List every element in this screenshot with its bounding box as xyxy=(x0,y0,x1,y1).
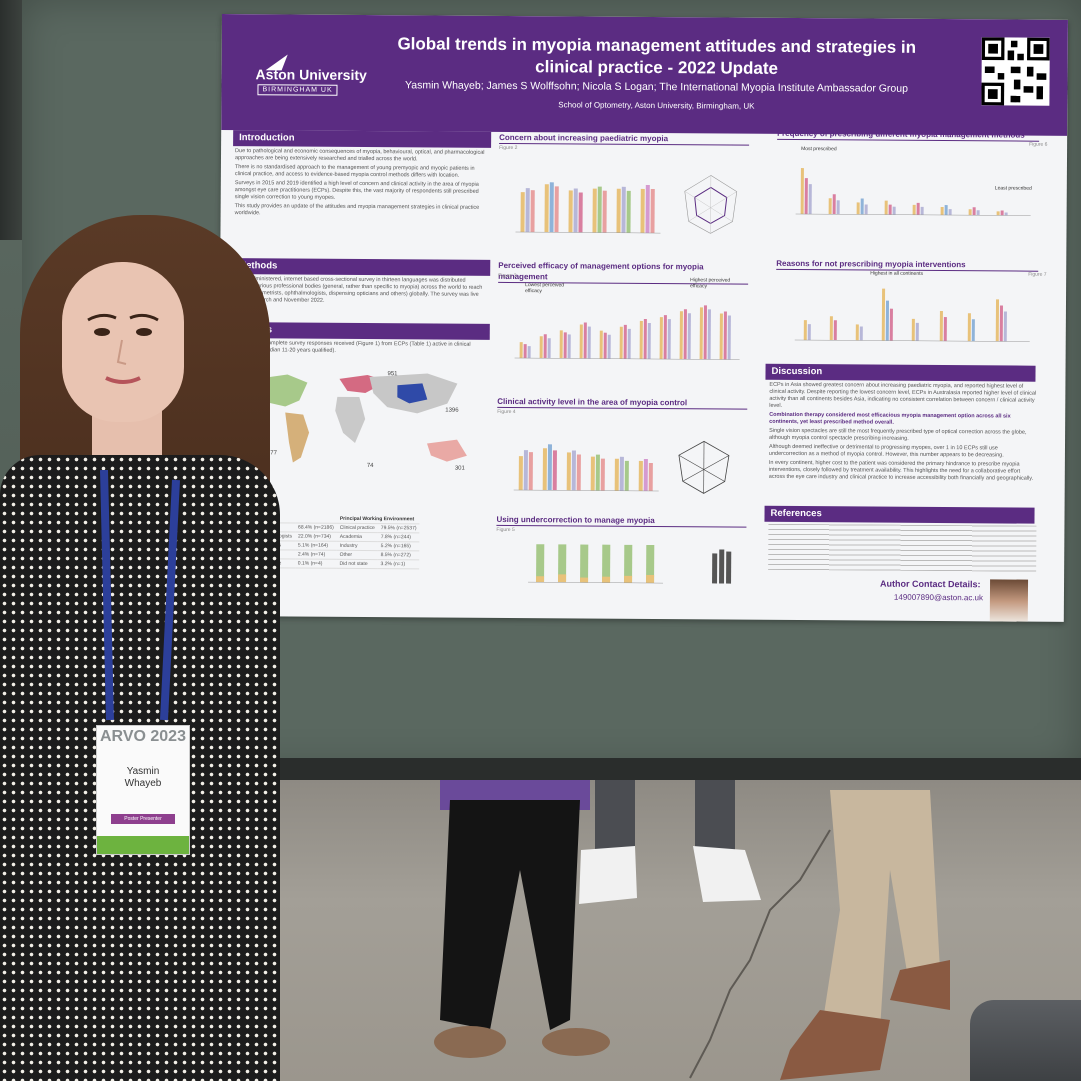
map-count-label: 951 xyxy=(387,371,398,377)
poster-board-frame xyxy=(250,758,1081,784)
table-cell: Did not state xyxy=(336,559,378,569)
bar-group xyxy=(520,182,655,234)
intro-bullet: This study provides an update of the att… xyxy=(234,203,480,217)
radar-chart xyxy=(678,440,730,494)
lowest-efficacy-label: Lowest perceived efficacy xyxy=(525,282,565,295)
discussion-bullet: Single vision spectacles are still the m… xyxy=(769,427,1027,442)
badge-last-name: Whayeb xyxy=(124,778,162,789)
table-cell: 0.1% (n=4) xyxy=(294,559,337,569)
table-cell: 2.4% (n=74) xyxy=(294,550,337,560)
author-photo xyxy=(989,579,1029,622)
name-badge: ARVO 2023 Yasmin Whayeb Poster Presenter xyxy=(96,725,190,855)
discussion-bullet: Although deemed ineffective or detriment… xyxy=(768,443,1004,459)
background-person-black-pants xyxy=(434,780,610,1058)
poster-title: Global trends in myopia management attit… xyxy=(397,34,917,78)
subsection-frequency: Frequency of prescribing different myopi… xyxy=(777,127,1040,142)
radar-chart xyxy=(684,175,738,234)
figure-label: Figure 4 xyxy=(497,408,516,416)
section-references: References xyxy=(764,505,1035,524)
lanyard xyxy=(100,470,180,721)
efficacy-chart xyxy=(514,305,740,360)
figure-label: Figure 7 xyxy=(1028,271,1047,278)
table-cell: 8.5% (n=272) xyxy=(377,550,420,560)
qr-code-icon xyxy=(981,37,1050,106)
references-list xyxy=(768,523,1037,572)
map-count-label: 301 xyxy=(455,466,466,472)
section-introduction: Introduction xyxy=(233,130,492,148)
figure-label: Figure 5 xyxy=(496,526,515,534)
subsection-concern: Concern about increasing paediatric myop… xyxy=(499,131,750,146)
table-cell: 22.0% (n=734) xyxy=(294,532,337,542)
badge-footer-stripe xyxy=(97,836,189,854)
background-bag xyxy=(970,1000,1081,1081)
research-poster: Aston University BIRMINGHAM UK Global tr… xyxy=(217,14,1068,622)
concern-chart xyxy=(515,175,738,234)
methods-text: A self-administered, internet based cros… xyxy=(233,276,483,304)
frequency-chart xyxy=(795,168,1031,216)
background-person-khaki-pants xyxy=(780,790,950,1080)
table-cell: 5.1% (n=164) xyxy=(294,541,337,551)
map-count-label: 74 xyxy=(367,463,374,469)
aston-logo-icon xyxy=(265,54,288,71)
intro-bullet: There is no standardised approach to the… xyxy=(234,164,475,179)
badge-name: Yasmin Whayeb xyxy=(97,766,189,790)
discussion-text: ECPs in Asia showed greatest concern abo… xyxy=(769,382,1038,485)
discussion-bullet: Combination therapy considered most effi… xyxy=(769,411,1011,426)
presenter-face xyxy=(62,262,184,422)
table-cell: 79.5% (n=2537) xyxy=(377,523,420,533)
undercorrection-chart xyxy=(528,544,732,584)
subsection-undercorrection: Using undercorrection to manage myopia xyxy=(496,513,747,528)
author-contact-title: Author Contact Details: xyxy=(880,578,981,590)
results-text: N = 3,195 complete survey responses rece… xyxy=(239,340,471,354)
presenter-face-features xyxy=(87,313,159,384)
reasons-chart xyxy=(794,288,1030,342)
table-cell: Other xyxy=(336,550,378,560)
section-results: Results xyxy=(231,322,490,340)
introduction-text: Due to pathological and economic consequ… xyxy=(235,148,485,221)
intro-bullet: Surveys in 2015 and 2019 identified a hi… xyxy=(234,180,479,201)
map-count-label: 1396 xyxy=(445,408,459,414)
table-cell: 7.8% (n=244) xyxy=(377,532,420,542)
subsection-activity: Clinical activity level in the area of m… xyxy=(497,395,748,410)
section-discussion: Discussion xyxy=(765,363,1036,382)
table-cell: 68.4% (n=2186) xyxy=(295,523,337,533)
subsection-reasons: Reasons for not prescribing myopia inter… xyxy=(776,257,1039,272)
university-logo-text: Aston University xyxy=(255,66,367,84)
figure-label: Figure 6 xyxy=(1029,141,1048,148)
discussion-bullet: ECPs in Asia showed greatest concern abo… xyxy=(769,381,1037,409)
floor-crack xyxy=(689,829,831,1079)
figure-label: Figure 2 xyxy=(499,144,518,152)
intro-bullet: Due to pathological and economic consequ… xyxy=(234,148,485,163)
background-person-sneakers xyxy=(579,780,761,904)
university-logo-subtitle: BIRMINGHAM UK xyxy=(257,84,338,96)
map-count-label: 177 xyxy=(267,450,278,456)
highest-all-continents-label: Highest in all continents xyxy=(870,270,924,277)
discussion-bullet: In every continent, higher cost to the p… xyxy=(768,459,1034,482)
table-cell: 5.2% (n=165) xyxy=(377,541,420,551)
section-methods: Methods xyxy=(232,258,491,276)
highest-efficacy-label: Highest perceived efficacy xyxy=(690,277,731,290)
table-cell: 3.2% (n=1) xyxy=(377,559,420,569)
author-contact-email: 149007890@aston.ac.uk xyxy=(893,592,984,603)
activity-chart xyxy=(513,440,730,494)
figure-label: Figure 3 xyxy=(498,272,517,280)
table-cell: Industry xyxy=(336,541,378,551)
badge-conference-logo: ARVO 2023 xyxy=(100,728,186,745)
badge-role-tag: Poster Presenter xyxy=(111,814,175,824)
badge-first-name: Yasmin xyxy=(126,766,160,777)
table-cell: Clinical practice xyxy=(336,523,378,533)
world-map: 338 951 1396 177 74 301 xyxy=(247,371,467,472)
table-cell: Academia xyxy=(336,532,378,542)
